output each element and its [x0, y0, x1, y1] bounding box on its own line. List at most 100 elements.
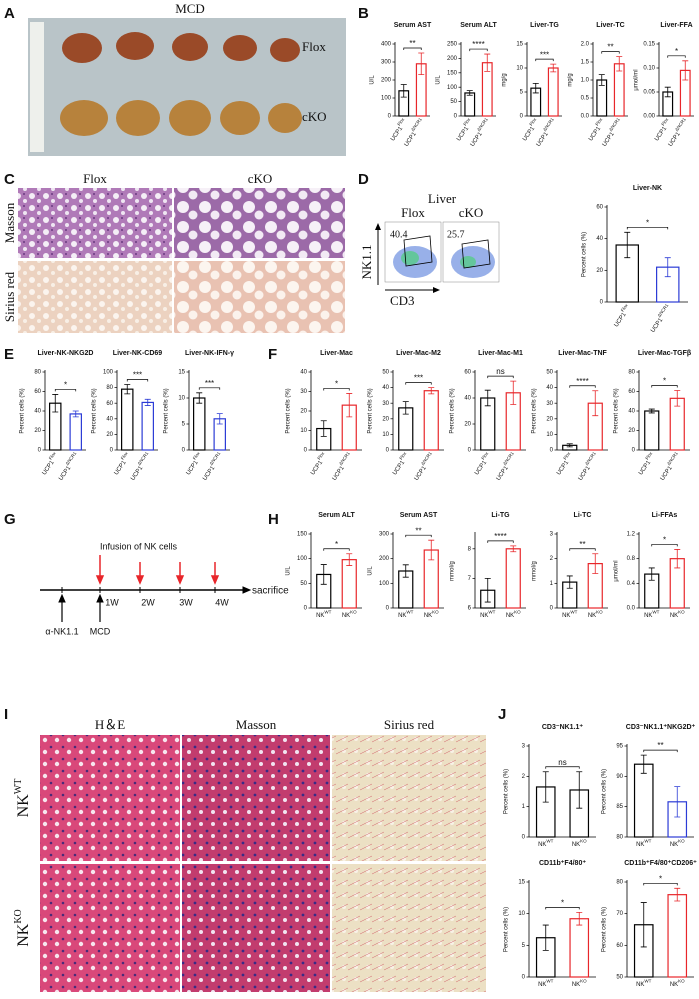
sig-bracket: [54, 389, 77, 392]
error-bar: [566, 575, 573, 589]
y-tick-label: 0: [454, 114, 458, 120]
category-sup: WT: [644, 979, 651, 984]
sig-bracket: [487, 540, 514, 543]
sig-label: *: [335, 540, 338, 549]
category-sup: ΔNCR1: [674, 117, 687, 133]
g-week: 2W: [141, 597, 155, 607]
y-tick-label: 20: [34, 428, 41, 434]
timeline: [40, 555, 252, 622]
category: NK: [636, 842, 644, 848]
error-bar: [682, 60, 689, 81]
x-tick-label: NKKO: [670, 610, 685, 619]
y-axis-label: μmol/ml: [614, 560, 620, 581]
bar: [569, 918, 590, 978]
chart-title: Serum AST: [394, 22, 432, 29]
category-sup: KO: [580, 839, 587, 844]
y-tick-label: 85: [616, 804, 623, 810]
c-col: Flox: [83, 171, 107, 186]
y-tick-label: 200: [381, 78, 392, 84]
y-tick-label: 50: [546, 370, 553, 376]
y-tick-label: 80: [628, 370, 635, 376]
x-tick-label: UCP1ΔNCR1: [665, 117, 691, 148]
category: UCP1: [185, 459, 199, 476]
sig-label: *: [646, 218, 649, 227]
y-tick-label: 100: [103, 370, 114, 376]
error-bar: [674, 549, 681, 569]
category: UCP1: [601, 131, 615, 148]
y-tick-label: 0: [386, 448, 390, 454]
y-axis-label: mmol/g: [450, 561, 456, 581]
category-sup: Flox: [481, 450, 490, 460]
category-sup: Flox: [48, 450, 57, 460]
category: NK: [480, 613, 488, 619]
category-sup: KO: [596, 610, 603, 615]
y-tick-label: 200: [447, 56, 458, 62]
error-bar: [532, 82, 539, 94]
chart-title: Liver-NK: [633, 185, 662, 192]
sig-bracket: [323, 388, 350, 391]
y-tick-label: 1.0: [581, 78, 590, 84]
sig-label: **: [579, 540, 585, 549]
sig-label: ***: [414, 374, 423, 383]
category-sup: Flox: [399, 450, 408, 460]
error-bar: [648, 408, 655, 414]
category-sup: ΔNCR1: [666, 451, 679, 467]
category-sup: KO: [350, 610, 357, 615]
x-tick-label: UCP1ΔNCR1: [533, 117, 559, 148]
error-bar: [510, 545, 517, 553]
error-bar: [616, 56, 623, 72]
y-tick-label: 0.00: [643, 114, 655, 120]
sig-bracket: [569, 548, 596, 551]
y-axis-label: Percent cells (%): [450, 388, 456, 433]
bar: [667, 894, 688, 978]
y-axis-label: Percent cells (%): [582, 232, 588, 277]
error-bar: [466, 90, 473, 96]
x-tick-label: UCP1Flox: [553, 450, 575, 476]
a-row: cKO: [302, 109, 327, 124]
x-tick-label: NKWT: [636, 839, 652, 848]
category-sup: ΔNCR1: [608, 117, 621, 133]
d-col: cKO: [459, 205, 484, 220]
category-sup: ΔNCR1: [657, 303, 670, 319]
chart-title: Liver-Mac-TGFβ: [638, 350, 692, 357]
error-bar: [196, 392, 203, 404]
x-tick-label: NKKO: [572, 979, 587, 988]
category: UCP1: [392, 459, 406, 476]
error-bar: [640, 754, 647, 774]
y-tick-label: 2.0: [581, 42, 590, 48]
y-tick-label: 10: [516, 66, 523, 72]
error-bar: [510, 380, 517, 405]
y-tick-label: 80: [106, 385, 113, 391]
y-tick-label: 300: [381, 60, 392, 66]
sig-bracket: [403, 47, 422, 50]
c-col: cKO: [248, 171, 273, 186]
sig-bracket: [405, 534, 432, 538]
error-bar: [576, 771, 583, 809]
y-tick-label: 80: [616, 880, 623, 886]
chart-title: Liver-Mac-TNF: [558, 350, 607, 357]
y-tick-label: 20: [106, 432, 113, 438]
error-bar: [216, 413, 223, 425]
panel-letter: E: [4, 346, 14, 363]
x-tick-label: UCP1ΔNCR1: [411, 451, 437, 482]
y-tick-label: 50: [300, 581, 307, 587]
error-bar: [566, 443, 573, 448]
sig-bracket: [626, 226, 669, 230]
category: NK: [572, 842, 580, 848]
x-tick-label: NKWT: [480, 610, 496, 619]
y-tick-label: 60: [34, 389, 41, 395]
y-tick-label: 150: [297, 532, 308, 538]
gate-value: 25.7: [447, 229, 465, 240]
error-bar: [144, 398, 151, 406]
x-tick-label: UCP1Flox: [519, 116, 541, 142]
category-sup: Flox: [529, 116, 538, 126]
bar: [141, 401, 154, 451]
category-sup: KO: [580, 979, 587, 984]
y-tick-label: 10: [518, 911, 525, 917]
y-tick-label: 40: [382, 385, 389, 391]
error-bar: [674, 786, 681, 818]
category-sup: ΔNCR1: [137, 451, 150, 467]
y-tick-label: 50: [450, 99, 457, 105]
chart-title: Liver-TG: [530, 22, 559, 29]
chart-title: CD3⁻NK1.1⁺: [542, 724, 584, 731]
